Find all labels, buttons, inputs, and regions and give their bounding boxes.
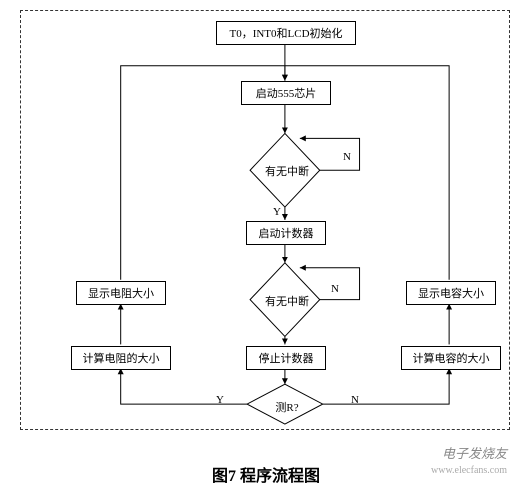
figure-caption: 图7 程序流程图	[0, 462, 532, 486]
node-showres-label: 显示电阻大小	[88, 285, 154, 301]
node-int2-label: 有无中断	[262, 293, 312, 309]
node-init-label: T0，INT0和LCD初始化	[229, 25, 342, 41]
node-calccap-label: 计算电容的大小	[413, 350, 490, 366]
node-startcnt-label: 启动计数器	[259, 225, 314, 241]
node-stopcnt-label: 停止计数器	[259, 350, 314, 366]
flowchart-container: T0，INT0和LCD初始化 启动555芯片 有无中断 启动计数器 有无中断 停…	[20, 10, 510, 430]
node-calcres: 计算电阻的大小	[71, 346, 171, 370]
node-showcap-label: 显示电容大小	[418, 285, 484, 301]
node-startcnt: 启动计数器	[246, 221, 326, 245]
node-calcres-label: 计算电阻的大小	[83, 350, 160, 366]
watermark-text: 电子发烧友	[442, 443, 507, 462]
node-int1-label: 有无中断	[262, 163, 312, 179]
label-n3: N	[351, 394, 359, 406]
node-showres: 显示电阻大小	[76, 281, 166, 305]
node-start555: 启动555芯片	[241, 81, 331, 105]
node-showcap: 显示电容大小	[406, 281, 496, 305]
label-n2: N	[331, 283, 339, 295]
node-start555-label: 启动555芯片	[256, 85, 317, 101]
label-y1: Y	[273, 206, 281, 218]
node-calccap: 计算电容的大小	[401, 346, 501, 370]
node-testr-label: 测R?	[269, 399, 305, 415]
label-n1: N	[343, 151, 351, 163]
node-stopcnt: 停止计数器	[246, 346, 326, 370]
label-y2: Y	[216, 394, 224, 406]
node-init: T0，INT0和LCD初始化	[216, 21, 356, 45]
